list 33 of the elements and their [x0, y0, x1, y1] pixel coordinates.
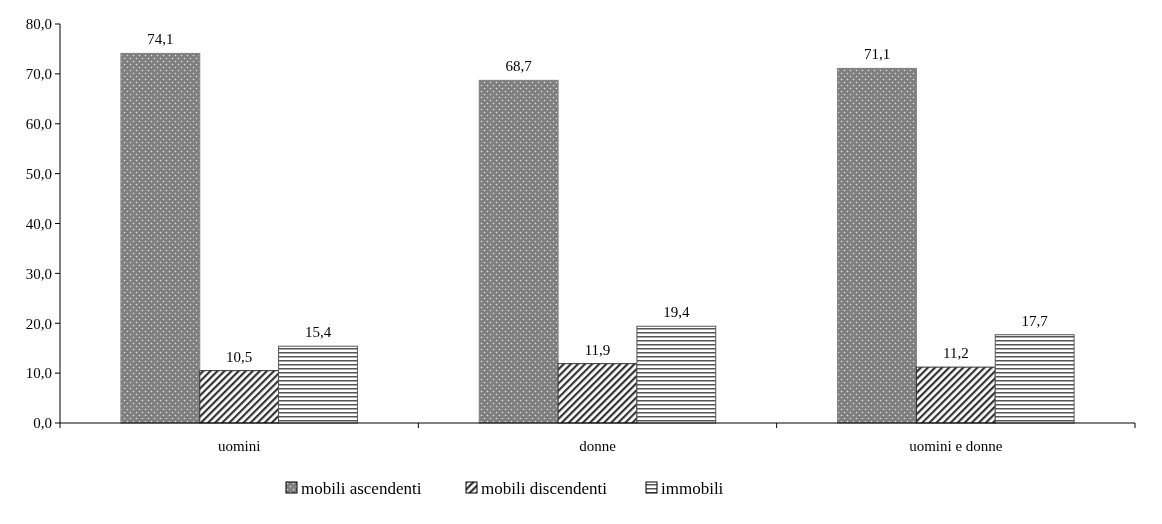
bar [199, 370, 280, 424]
y-tick-label: 10,0 [25, 365, 52, 382]
bar [915, 366, 996, 424]
x-tick-label: donne [579, 438, 617, 454]
bar [994, 334, 1075, 424]
y-tick-label: 70,0 [25, 66, 52, 83]
y-tick-label: 60,0 [25, 116, 52, 132]
data-label: 68,7 [505, 58, 533, 75]
bar [278, 345, 358, 424]
legend-label: mobili discendenti [481, 478, 608, 498]
data-label: 11,9 [584, 341, 611, 358]
legend-label: mobili ascendenti [301, 478, 422, 498]
data-label: 74,1 [147, 31, 174, 48]
x-tick-label: uomini [217, 438, 261, 454]
x-tick-label: uomini e donne [909, 438, 1003, 454]
bar [636, 325, 717, 424]
y-tick-label: 20,0 [25, 315, 52, 332]
bar [557, 363, 638, 424]
legend-label: immobili [661, 478, 724, 498]
y-tick-label: 80,0 [25, 16, 52, 33]
data-label: 11,2 [942, 345, 969, 362]
y-tick-label: 30,0 [25, 265, 52, 282]
bar [120, 52, 201, 424]
data-label: 15,4 [304, 324, 332, 341]
data-label: 71,1 [863, 46, 891, 63]
y-tick-label: 50,0 [25, 165, 52, 182]
data-label: 17,7 [1021, 312, 1049, 329]
y-tick-label: 0,0 [33, 415, 52, 432]
data-label: 19,4 [663, 304, 690, 321]
data-label: 10,5 [226, 348, 253, 365]
bar [837, 67, 917, 424]
bar [478, 79, 559, 424]
y-tick-label: 40,0 [25, 215, 52, 232]
